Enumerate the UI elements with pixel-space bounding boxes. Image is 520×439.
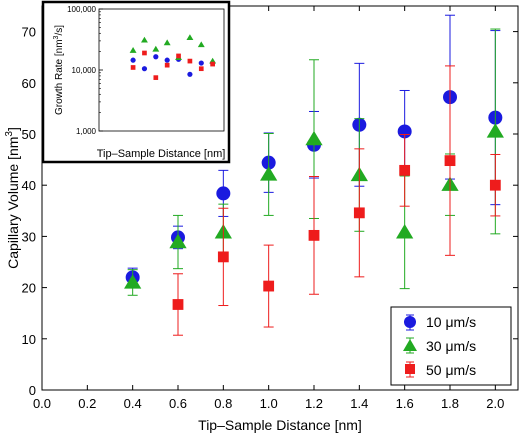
legend-entry-10: 10 μm/s (404, 314, 476, 331)
inset-data-point-triangle (141, 36, 148, 43)
inset-data-marks (129, 34, 217, 80)
data-point-square (353, 207, 365, 219)
series-square (172, 65, 501, 336)
main-data-marks (124, 14, 504, 336)
data-point-square (444, 155, 456, 167)
inset-data-point-circle (198, 60, 204, 66)
legend-marker-triangle-icon (403, 339, 417, 351)
inset-y-tick-label: 1,000 (76, 127, 97, 136)
main-chart: 0.0 0.2 0.4 0.6 0.8 1.0 1.2 1.4 1.6 1.8 2.0 0 10 20 30… (4, 5, 519, 433)
data-point-triangle (260, 166, 278, 181)
x-tick-label: 0.0 (33, 396, 51, 411)
inset-data-point-circle (164, 57, 170, 63)
inset-y-tick-label: 100,000 (67, 5, 96, 14)
inset-data-point-triangle (163, 39, 171, 46)
main-axis-ticks: 0.0 0.2 0.4 0.6 0.8 1.0 1.2 1.4 1.6 1.8 2.0 0 10 20 30… (22, 6, 518, 411)
data-point-square (263, 280, 275, 292)
inset-data-point-triangle (152, 45, 160, 52)
inset-y-axis-label: Growth Rate [nm3/s] (53, 25, 65, 115)
main-y-axis-label: Capillary Volume [nm3] (4, 127, 21, 269)
inset-data-point-triangle (197, 41, 205, 48)
x-tick-label: 0.8 (214, 396, 232, 411)
inset-data-point-circle (130, 57, 136, 63)
inset-plot-frame (98, 8, 225, 132)
inset-x-axis-label: Tip–Sample Distance [nm] (97, 148, 226, 160)
data-point-square (399, 164, 411, 176)
y-tick-label: 70 (22, 25, 36, 40)
x-tick-label: 1.4 (350, 396, 368, 411)
y-tick-label: 60 (22, 76, 36, 91)
x-tick-label: 2.0 (486, 396, 504, 411)
x-tick-label: 1.6 (396, 396, 414, 411)
y-tick-label: 40 (22, 178, 36, 193)
data-point-triangle (305, 130, 323, 146)
inset-data-point-circle (153, 54, 159, 60)
legend-label-50: 50 μm/s (426, 362, 476, 378)
inset-data-point-triangle (186, 34, 194, 41)
x-tick-label: 0.6 (169, 396, 187, 411)
data-point-square (217, 251, 229, 263)
inset-axis-ticks: 1,000 10,000 100,000 (67, 5, 103, 136)
inset-data-point-circle (187, 71, 193, 77)
data-point-triangle (124, 274, 142, 289)
x-tick-label: 1.8 (441, 396, 459, 411)
inset-data-point-square (210, 61, 215, 67)
legend: 10 μm/s 30 μm/s 50 μm/s (390, 306, 512, 386)
y-tick-label: 0 (29, 383, 36, 398)
main-x-axis-label: Tip–Sample Distance [nm] (198, 417, 362, 433)
inset-data-point-square (164, 62, 170, 68)
legend-marker-circle-icon (404, 316, 416, 328)
y-tick-label: 10 (22, 332, 36, 347)
inset-data-point-square (142, 50, 147, 56)
inset-data-point-square (198, 66, 204, 72)
data-point-square (308, 229, 320, 241)
inset-y-tick-label: 10,000 (72, 66, 97, 75)
legend-marker-square-icon (405, 364, 415, 374)
data-point-triangle (486, 123, 504, 138)
legend-entry-50: 50 μm/s (405, 361, 476, 378)
x-tick-label: 0.2 (78, 396, 96, 411)
inset-data-point-square (187, 58, 193, 64)
inset-data-point-square (176, 53, 181, 59)
legend-label-10: 10 μm/s (426, 314, 476, 330)
x-tick-label: 1.0 (260, 396, 278, 411)
data-point-triangle (169, 233, 187, 249)
y-tick-label: 20 (22, 281, 36, 296)
x-tick-label: 0.4 (124, 396, 142, 411)
x-tick-label: 1.2 (305, 396, 323, 411)
inset-data-point-triangle (129, 47, 137, 53)
legend-entry-30: 30 μm/s (403, 337, 476, 354)
inset-series-square (130, 50, 215, 80)
data-point-triangle (396, 224, 414, 239)
inset-data-point-square (153, 75, 159, 80)
inset-chart: 1,000 10,000 100,000 Tip–Sample Distance [… (41, 0, 231, 164)
legend-label-30: 30 μm/s (426, 338, 476, 354)
data-point-square (172, 299, 184, 310)
inset-data-point-square (130, 65, 136, 70)
inset-data-point-circle (141, 66, 148, 72)
data-point-circle (216, 186, 231, 201)
data-point-square (489, 179, 501, 191)
y-tick-label: 30 (22, 229, 36, 244)
y-tick-label: 50 (22, 127, 36, 142)
